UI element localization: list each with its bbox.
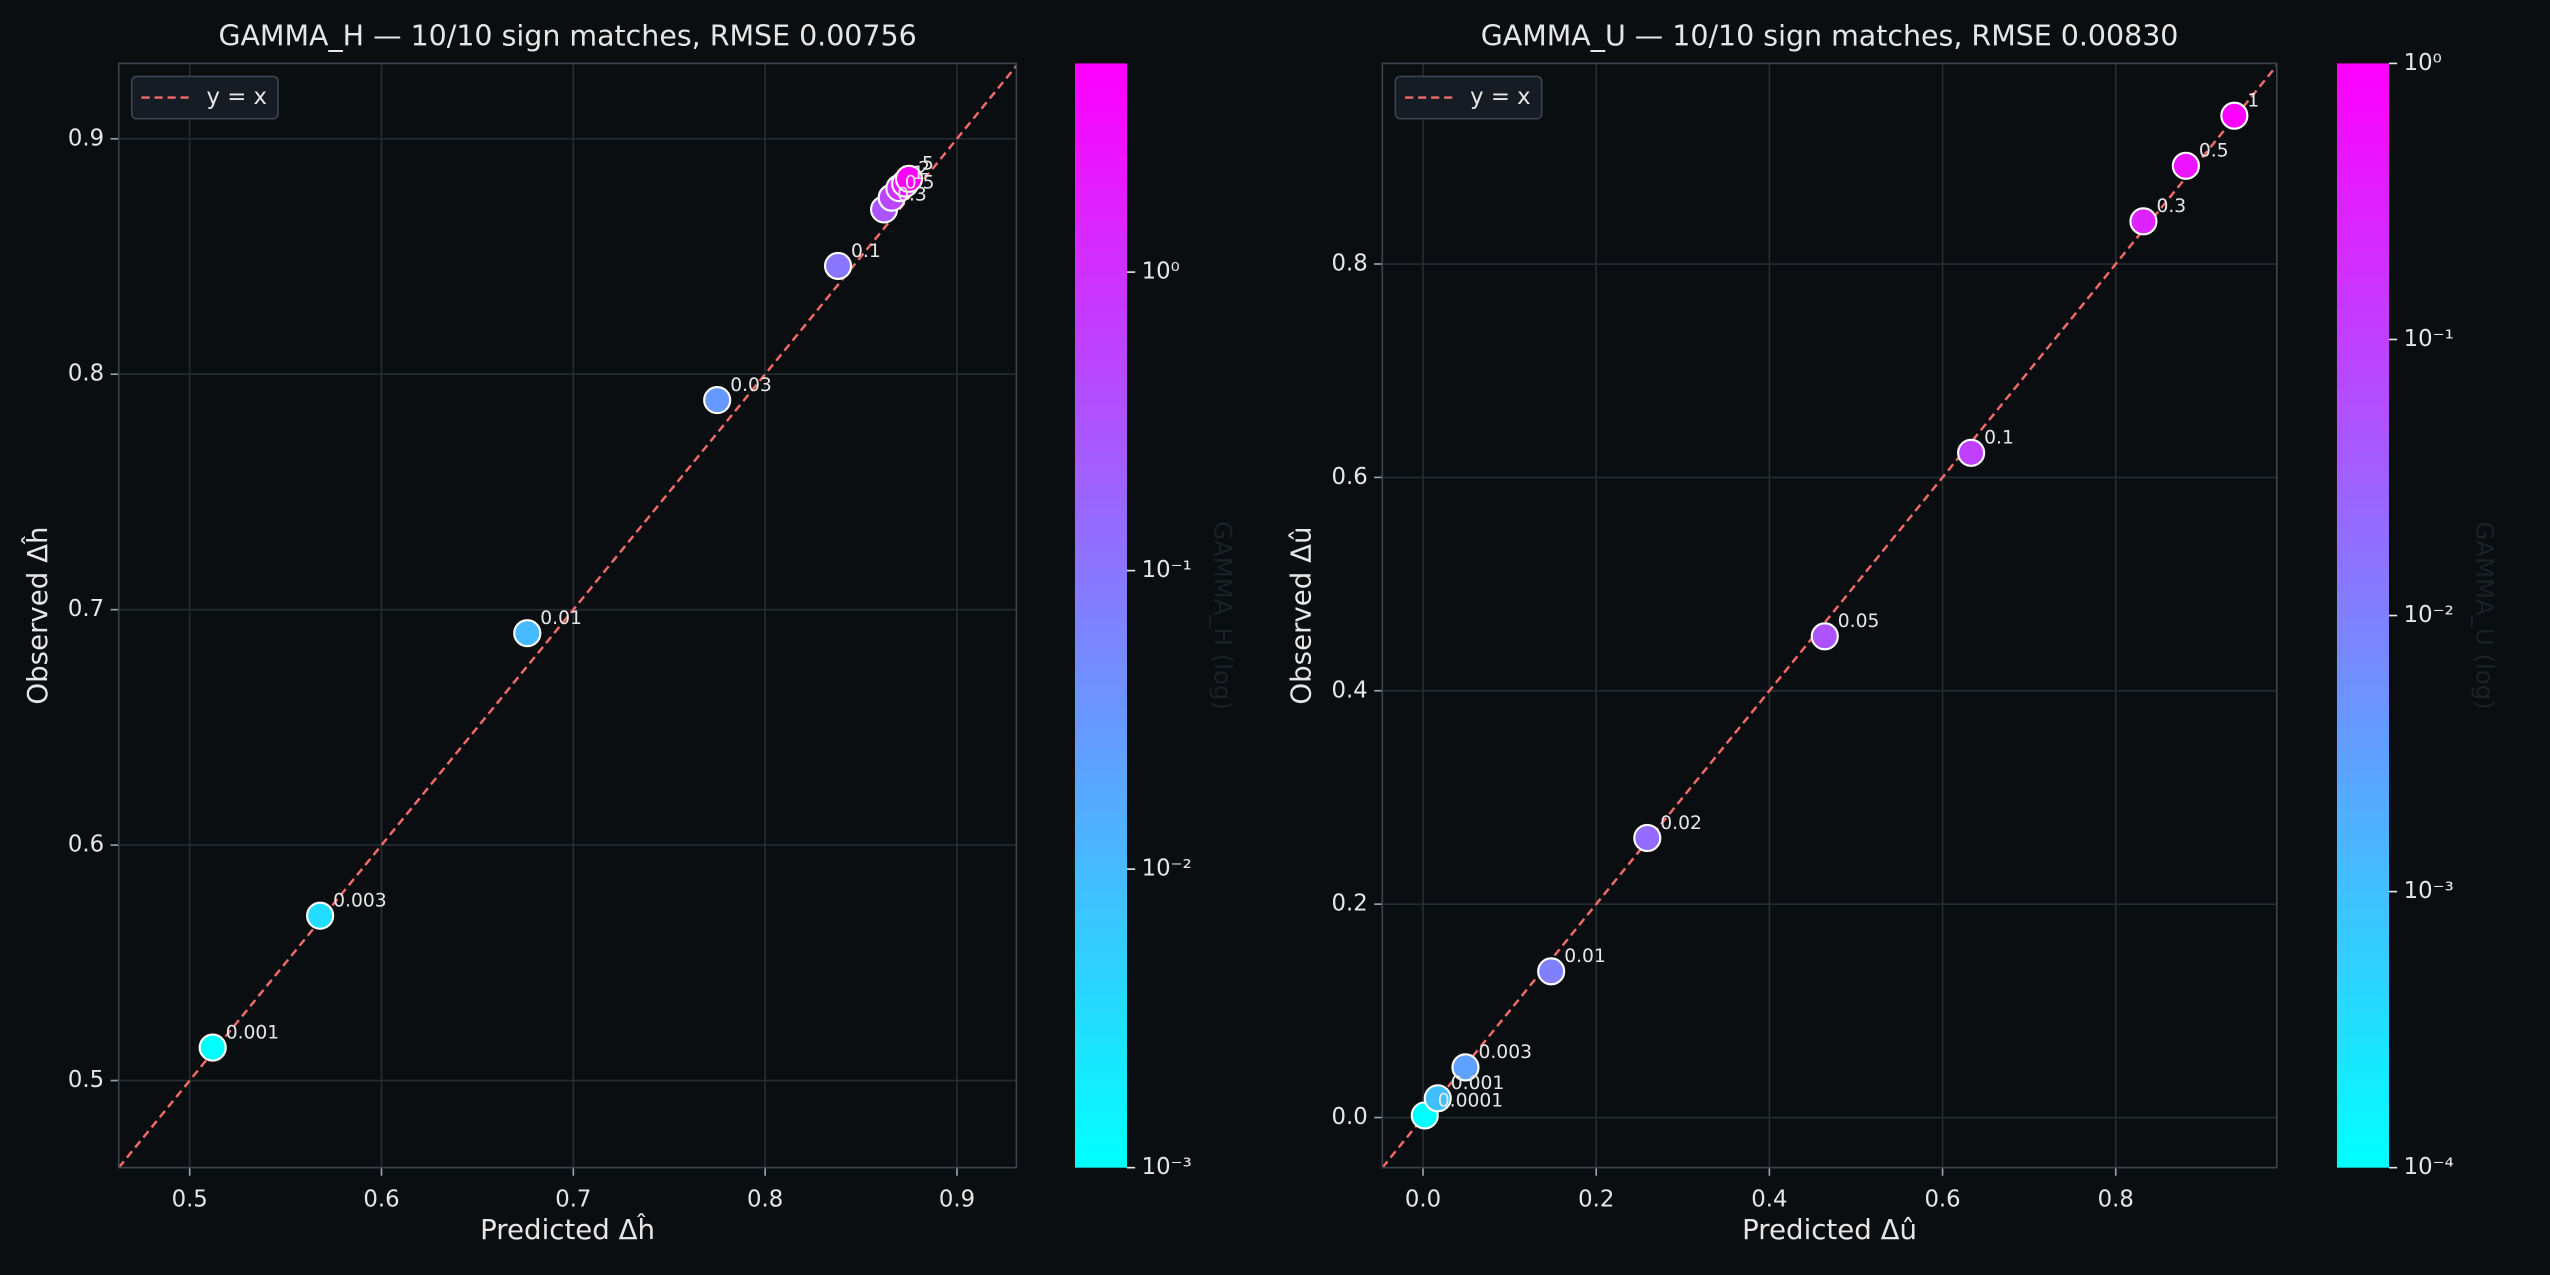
colorbar-tick-label: 10⁻³ — [1142, 1154, 1192, 1180]
point-label: 1 — [912, 163, 924, 184]
x-tick-label: 0.8 — [747, 1187, 783, 1213]
identity-line — [1382, 63, 2277, 1168]
point — [894, 164, 924, 193]
colorbar-tick-label: 10⁻⁴ — [2404, 1154, 2454, 1180]
colorbar-tick-label: 10⁻¹ — [1142, 557, 1192, 583]
chart-title: GAMMA_H — 10/10 sign matches, RMSE 0.007… — [218, 19, 916, 52]
point — [2129, 207, 2158, 236]
point-label: 5 — [922, 154, 934, 175]
y-tick-label: 0.2 — [1332, 891, 1368, 917]
point-label: 0.003 — [333, 891, 387, 912]
point-label: 2 — [918, 158, 930, 179]
point — [2171, 151, 2200, 180]
x-tick-label: 0.9 — [939, 1187, 975, 1213]
y-tick-label: 0.0 — [1332, 1104, 1368, 1130]
point-label: 0.05 — [1838, 611, 1880, 632]
colorbar-label: GAMMA_H (log) — [1208, 521, 1237, 710]
colorbar-tick-label: 10⁰ — [2404, 50, 2442, 76]
point-label: 0.0001 — [1438, 1090, 1503, 1111]
point-label: 0.1 — [851, 241, 881, 262]
x-axis-label: Predicted Δĥ — [480, 1212, 655, 1246]
point-label: 0.5 — [905, 172, 935, 193]
x-tick-label: 0.7 — [555, 1187, 591, 1213]
colorbar-tick-label: 10⁻³ — [2404, 878, 2454, 904]
x-tick-label: 0.2 — [1578, 1187, 1614, 1213]
point — [1423, 1084, 1452, 1113]
x-axis-label: Predicted Δû — [1742, 1213, 1917, 1246]
y-tick-label: 0.4 — [1332, 677, 1368, 703]
point — [1810, 622, 1839, 651]
point — [198, 1033, 227, 1062]
identity-line — [118, 63, 1017, 1168]
plot-area — [118, 63, 1017, 1168]
legend-box — [1394, 75, 1543, 120]
point-label: 1 — [2247, 91, 2259, 112]
legend-box — [130, 75, 279, 120]
point-label: 0.3 — [897, 184, 927, 205]
y-tick-label: 0.5 — [68, 1067, 104, 1093]
y-axis-label: Observed Δĥ — [20, 526, 54, 704]
colorbar-tick-label: 10⁻² — [1142, 856, 1192, 882]
point — [1633, 823, 1662, 853]
y-axis-label: Observed Δû — [1285, 526, 1318, 704]
point — [1957, 438, 1986, 467]
point — [513, 619, 542, 648]
legend-label: y = x — [1470, 84, 1530, 110]
point-label: 0.001 — [1451, 1073, 1505, 1094]
colorbar — [2336, 63, 2389, 1168]
plot-frame — [117, 62, 1018, 1169]
colorbar — [1074, 63, 1128, 1168]
legend-label: y = x — [207, 84, 267, 110]
point-label: 0.001 — [226, 1022, 280, 1043]
point-label: 0.003 — [1478, 1042, 1532, 1063]
point — [823, 251, 853, 280]
x-tick-label: 0.6 — [1924, 1187, 1960, 1213]
point — [1537, 957, 1566, 986]
x-tick-label: 0.8 — [2098, 1187, 2134, 1213]
point-label: 0.03 — [730, 375, 772, 396]
x-tick-label: 0.4 — [1751, 1187, 1787, 1213]
point — [2220, 101, 2249, 130]
y-tick-label: 0.8 — [1332, 251, 1368, 277]
point-label: 0.3 — [2156, 196, 2186, 217]
colorbar-label: GAMMA_U (log) — [2470, 521, 2499, 709]
x-tick-label: 0.0 — [1405, 1187, 1441, 1213]
point-label: 0.02 — [1660, 813, 1702, 834]
point — [1451, 1053, 1480, 1082]
point-label: 0.01 — [540, 608, 582, 629]
point — [703, 386, 732, 415]
colorbar-tick-label: 10⁻¹ — [2404, 326, 2454, 352]
y-tick-label: 0.6 — [1332, 464, 1368, 490]
y-tick-label: 0.7 — [68, 596, 104, 622]
x-tick-label: 0.6 — [363, 1187, 399, 1213]
y-tick-label: 0.6 — [68, 832, 104, 858]
y-tick-label: 0.9 — [68, 125, 104, 151]
point-label: 0.01 — [1564, 946, 1606, 967]
plot-area — [1382, 63, 2277, 1168]
point — [306, 901, 335, 930]
colorbar-tick-label: 10⁰ — [1142, 259, 1180, 285]
y-tick-label: 0.8 — [68, 361, 104, 387]
x-tick-label: 0.5 — [172, 1187, 208, 1213]
point-label: 0.1 — [1984, 428, 2014, 449]
plot-frame — [1381, 62, 2278, 1169]
colorbar-tick-label: 10⁻² — [2404, 602, 2454, 628]
chart-title: GAMMA_U — 10/10 sign matches, RMSE 0.008… — [1481, 19, 2179, 52]
point-label: 0.5 — [2199, 141, 2229, 162]
